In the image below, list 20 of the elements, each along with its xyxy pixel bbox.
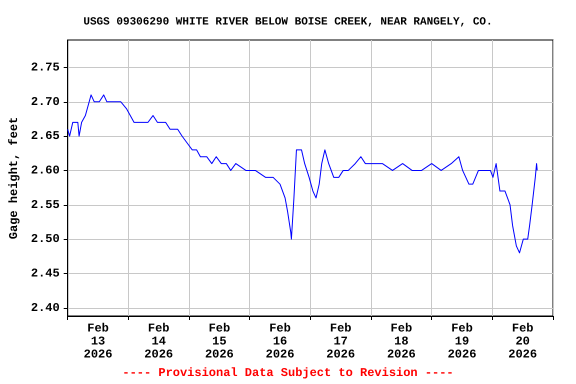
x-tick-label: Feb 16 2026: [266, 322, 294, 362]
y-tick-label: 2.50: [30, 232, 60, 246]
line-series: [67, 94, 538, 254]
y-tick-label: 2.65: [30, 129, 60, 144]
x-tick-label: Feb 14 2026: [144, 322, 174, 362]
x-tick-label: Feb 18 2026: [386, 322, 416, 362]
x-tick-label: Feb 19 2026: [448, 322, 476, 362]
y-axis-title: Gage height, feet: [7, 116, 21, 240]
y-tick-label: 2.40: [30, 300, 60, 315]
text: ---- Provisional Data Subject to Revision ----: [122, 366, 454, 380]
y-tick-label: 2.45: [30, 266, 60, 280]
x-tick-label: Feb 13 2026: [84, 322, 112, 362]
x-tick-label: Feb 20 2026: [508, 322, 538, 362]
x-tick-label: Feb 15 2026: [204, 322, 234, 362]
y-tick-label: 2.70: [30, 94, 60, 109]
y-tick-label: 2.55: [30, 198, 60, 212]
x-tick-label: Feb 17 2026: [326, 322, 356, 362]
chart-title: USGS 09306290 WHITE RIVER BELOW BOISE CREEK, NEAR RANGELY, CO.: [83, 16, 493, 28]
y-tick-label: 2.60: [30, 163, 60, 178]
y-tick-label: 2.75: [30, 60, 60, 74]
